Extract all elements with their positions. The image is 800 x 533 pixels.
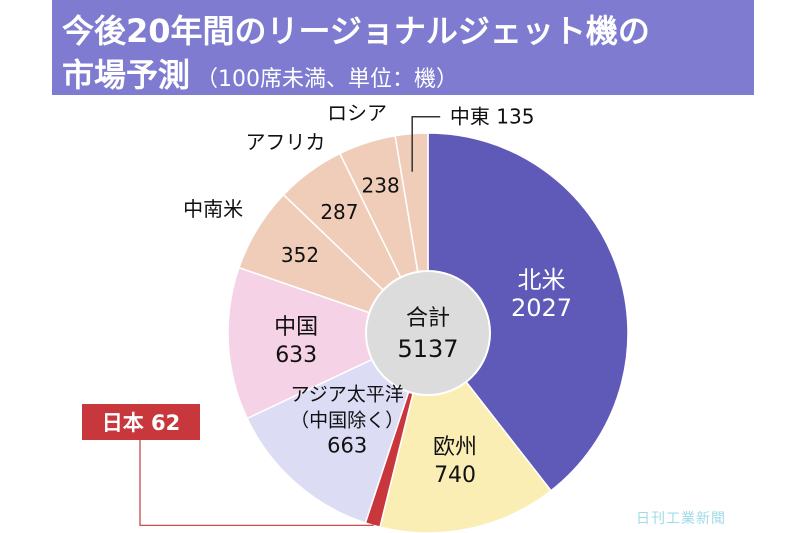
slice-ap <box>246 331 430 524</box>
chart-title-line1: 今後20年間のリージョナルジェット機の <box>62 12 650 50</box>
callout-jp: 日本 62 <box>102 411 181 435</box>
label-russia: ロシア <box>327 101 387 125</box>
callout-jp-box <box>82 404 200 440</box>
value-russia: 238 <box>362 173 400 197</box>
value-africa: 287 <box>320 200 358 224</box>
value-eu: 740 <box>434 463 476 488</box>
credit-watermark: 日刊工業新聞 <box>636 511 726 527</box>
value-ap: 663 <box>327 433 367 457</box>
label-na: 北米 <box>517 266 565 294</box>
chart-title-line2: 市場予測 （100席未満、単位：機） <box>62 50 458 96</box>
center-total-label: 合計 <box>406 306 450 331</box>
title-banner: 今後20年間のリージョナルジェット機の 市場予測 （100席未満、単位：機） <box>52 0 754 95</box>
label-ap: アジア太平洋 <box>291 383 404 405</box>
chart-title-main: 市場予測 <box>62 56 191 94</box>
center-total-value: 5137 <box>397 335 458 363</box>
chart-unit-note: （100席未満、単位：機） <box>196 67 459 92</box>
label-eu: 欧州 <box>433 435 477 460</box>
label-africa: アフリカ <box>245 130 325 154</box>
slice-cn <box>227 266 430 420</box>
value-na: 2027 <box>511 294 572 322</box>
sublabel-ap: （中国除く） <box>290 409 404 431</box>
label-latam: 中南米 <box>183 197 243 221</box>
leader-jp <box>139 440 374 526</box>
donut-center <box>365 270 491 396</box>
value-cn: 633 <box>275 343 317 368</box>
callout-me: 中東 135 <box>450 105 535 129</box>
label-cn: 中国 <box>274 315 318 340</box>
slice-group <box>227 132 629 533</box>
leader-lines <box>139 115 441 526</box>
leader-me <box>411 115 441 172</box>
value-latam: 352 <box>281 243 319 267</box>
slice-na <box>427 132 629 492</box>
